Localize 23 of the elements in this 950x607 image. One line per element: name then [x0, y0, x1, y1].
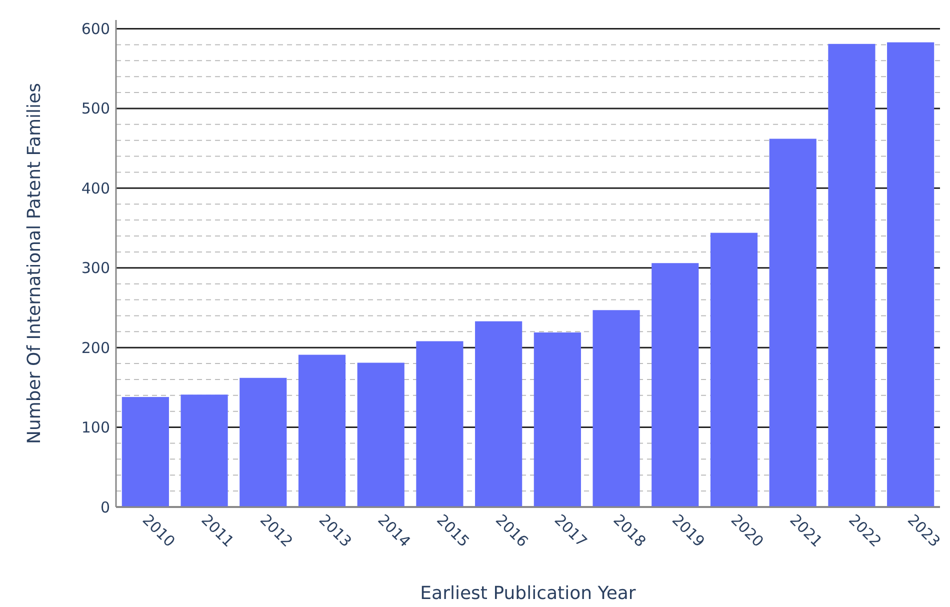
y-tick-label: 600: [81, 20, 110, 38]
bar: [828, 44, 876, 507]
y-tick-label: 100: [81, 418, 110, 437]
y-tick-label: 200: [81, 338, 110, 357]
bar: [534, 332, 581, 507]
bar: [180, 394, 228, 507]
x-axis-title: Earliest Publication Year: [420, 583, 636, 604]
bar: [887, 42, 934, 507]
bar: [298, 354, 346, 507]
bar: [475, 321, 522, 507]
y-tick-label: 300: [81, 259, 110, 278]
y-tick-label: 0: [100, 498, 110, 516]
bar: [710, 232, 758, 507]
y-tick-label: 400: [81, 179, 110, 198]
bar: [416, 341, 464, 507]
bar: [240, 378, 287, 507]
bar: [769, 138, 816, 507]
y-tick-label: 500: [81, 100, 110, 118]
bar: [122, 397, 169, 507]
bar: [652, 263, 699, 507]
bar: [357, 362, 404, 507]
bar: [592, 310, 640, 507]
y-axis-title: Number Of International Patent Families: [24, 83, 45, 444]
